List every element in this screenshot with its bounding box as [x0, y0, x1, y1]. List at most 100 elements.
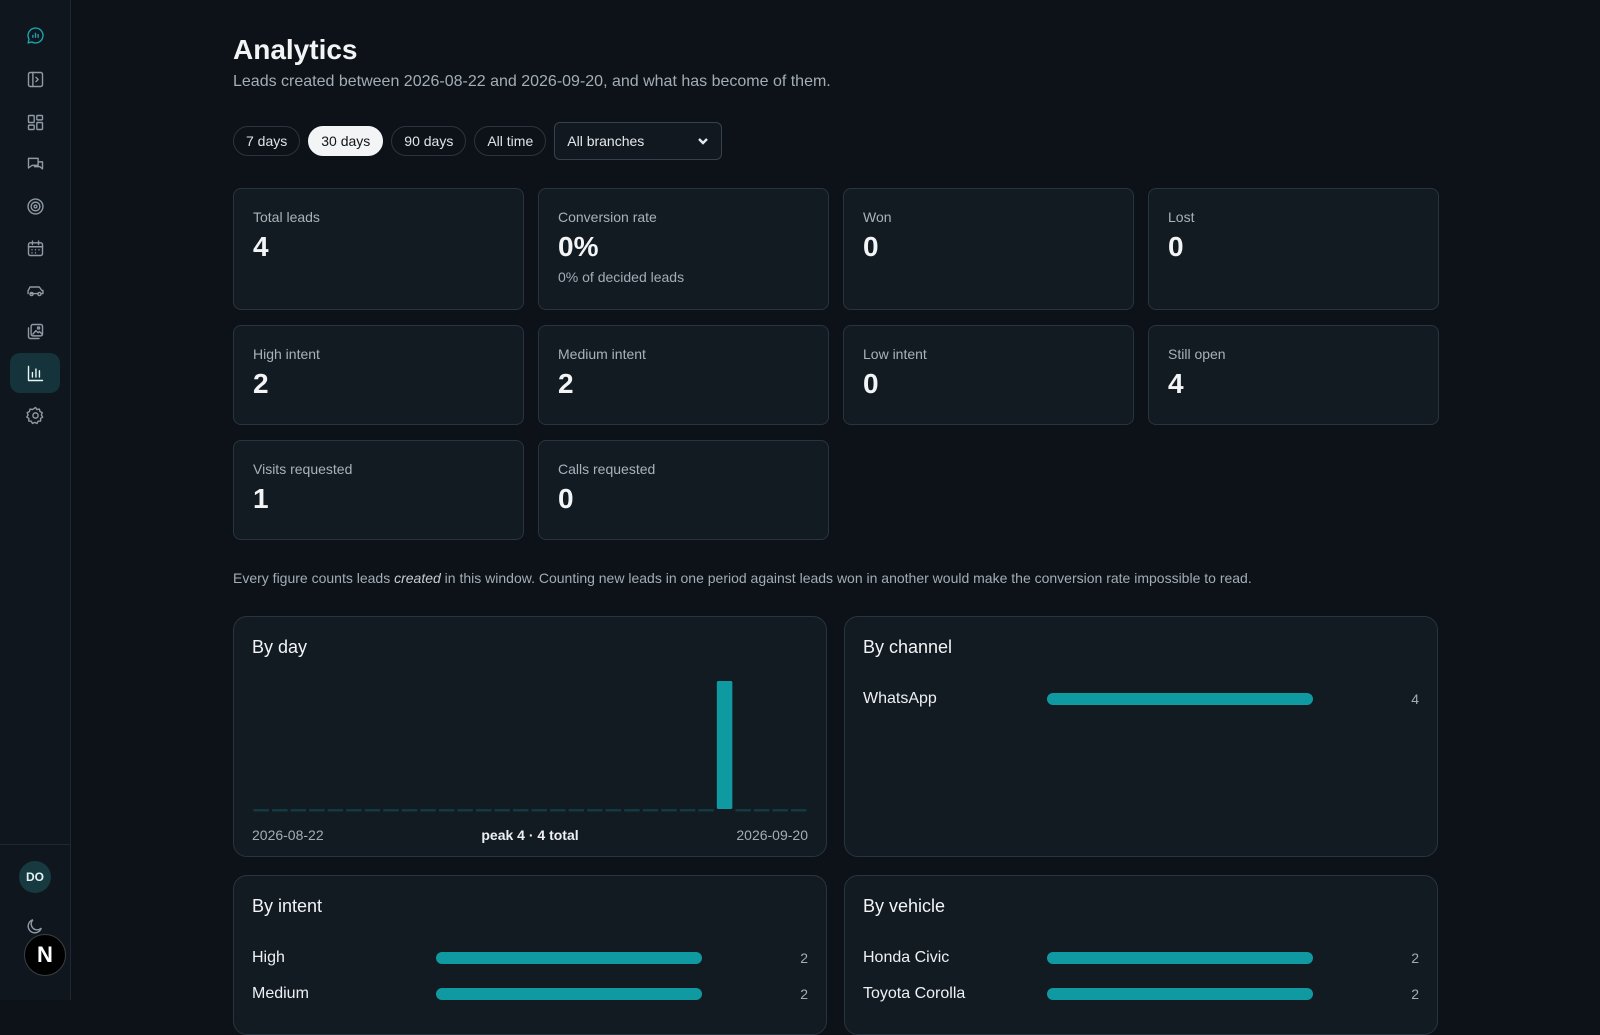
row-bar-fill — [1047, 952, 1313, 964]
day-bar-2026-09-19 — [772, 809, 788, 812]
stat-value: 2 — [558, 368, 574, 399]
stat-label: Calls requested — [558, 461, 656, 477]
stat-subtext: 0% of decided leads — [558, 269, 685, 285]
target-icon[interactable] — [10, 186, 60, 226]
by-day-chart — [252, 677, 808, 812]
stat-value: 1 — [253, 483, 269, 514]
stat-label: Conversion rate — [558, 209, 657, 225]
row-bar-track — [436, 952, 702, 964]
day-bar-2026-09-16 — [716, 681, 733, 809]
stat-label: High intent — [253, 346, 320, 362]
range-30-days-chip[interactable]: 30 days — [308, 126, 384, 156]
stat-card-still-open: Still open 4 — [1148, 325, 1439, 425]
stat-value: 0 — [863, 231, 879, 262]
dev-badge[interactable]: N — [24, 934, 66, 976]
row-bar-fill — [1047, 988, 1313, 1000]
stat-card-calls-requested: Calls requested 0 — [538, 440, 829, 540]
row-value: 2 — [800, 950, 808, 966]
day-bar-2026-08-29 — [383, 809, 399, 812]
row-label: Toyota Corolla — [863, 985, 966, 1002]
stat-card-conversion-rate: Conversion rate 0% 0% of decided leads — [538, 188, 829, 310]
day-bar-2026-08-26 — [327, 809, 344, 812]
row-bar-track — [1047, 988, 1313, 1000]
chat-bubble-chart-icon[interactable] — [10, 15, 60, 55]
by-channel-panel: By channel WhatsApp 4 — [844, 616, 1438, 857]
panel-toggle-icon[interactable] — [10, 59, 60, 99]
panel-title: By channel — [863, 637, 953, 657]
range-7-days-chip[interactable]: 7 days — [233, 126, 301, 156]
day-bar-2026-09-12 — [642, 809, 659, 812]
chart-summary: peak 4 · 4 total — [481, 827, 579, 843]
calendar-icon[interactable] — [10, 228, 60, 268]
page-subtitle: Leads created between 2026-08-22 and 202… — [233, 73, 831, 90]
bar-chart-icon[interactable] — [10, 353, 60, 393]
gear-icon[interactable] — [10, 395, 60, 435]
stat-value: 0 — [863, 368, 879, 399]
day-bar-2026-09-10 — [605, 809, 622, 812]
day-bar-2026-09-13 — [661, 809, 677, 812]
row-label: Honda Civic — [863, 949, 950, 966]
day-bar-2026-08-31 — [420, 809, 436, 812]
vehicle-row-honda-civic: Honda Civic 2 — [863, 946, 1419, 970]
note-emphasis: created — [394, 570, 441, 586]
day-bar-2026-09-07 — [550, 809, 566, 812]
day-bar-2026-08-22 — [253, 809, 270, 812]
channel-row-whatsapp: WhatsApp 4 — [863, 687, 1419, 711]
stat-card-visits-requested: Visits requested 1 — [233, 440, 524, 540]
moon-icon[interactable] — [22, 913, 48, 939]
intent-row-medium: Medium 2 — [252, 982, 808, 1006]
chart-end-date: 2026-09-20 — [736, 827, 808, 843]
by-day-panel: By day 2026-08-22 peak 4 · 4 total 2026-… — [233, 616, 827, 857]
day-bar-2026-08-30 — [401, 809, 418, 812]
images-icon[interactable] — [10, 311, 60, 351]
row-value: 2 — [1411, 950, 1419, 966]
conversations-icon[interactable] — [10, 144, 60, 184]
day-bar-2026-09-17 — [735, 809, 751, 812]
day-bar-2026-09-05 — [512, 809, 529, 812]
day-bar-2026-09-15 — [698, 809, 714, 812]
panel-title: By day — [252, 637, 308, 657]
range-90-days-chip[interactable]: 90 days — [391, 126, 467, 156]
day-bar-2026-09-02 — [457, 809, 473, 812]
stat-value: 0 — [558, 483, 574, 514]
row-bar-fill — [1047, 693, 1313, 705]
stat-value: 0 — [1168, 231, 1184, 262]
car-icon[interactable] — [10, 270, 60, 310]
row-bar-track — [1047, 693, 1313, 705]
branch-select[interactable]: All branches — [554, 122, 723, 160]
panel-title: By intent — [252, 896, 323, 916]
stat-card-won: Won 0 — [843, 188, 1134, 310]
day-bar-2026-09-01 — [438, 809, 455, 812]
note-text-after: in this window. Counting new leads in on… — [440, 570, 1252, 586]
chart-start-date: 2026-08-22 — [252, 827, 324, 843]
row-bar-track — [436, 988, 702, 1000]
day-bar-2026-09-14 — [679, 809, 696, 812]
stat-value: 4 — [1168, 368, 1184, 399]
page-title: Analytics — [233, 34, 358, 65]
row-bar-fill — [436, 988, 702, 1000]
by-day-chart-svg — [253, 681, 807, 812]
avatar[interactable]: DO — [19, 861, 51, 893]
day-bar-2026-09-20 — [790, 809, 807, 812]
stat-label: Low intent — [863, 346, 927, 362]
dashboard-grid-icon[interactable] — [10, 102, 60, 142]
day-bar-2026-08-28 — [364, 809, 381, 812]
day-bar-2026-08-27 — [346, 809, 362, 812]
stat-value: 4 — [253, 231, 269, 262]
stat-label: Medium intent — [558, 346, 646, 362]
range-all-time-chip[interactable]: All time — [474, 126, 547, 156]
day-bar-2026-09-03 — [475, 809, 492, 812]
row-bar-track — [1047, 952, 1313, 964]
note-text-before: Every figure counts leads — [233, 570, 395, 586]
stat-label: Lost — [1168, 209, 1195, 225]
by-intent-panel: By intent High 2 Medium 2 — [233, 875, 827, 1035]
panel-title: By vehicle — [863, 896, 946, 916]
row-value: 4 — [1411, 691, 1419, 707]
day-bar-2026-09-09 — [587, 809, 603, 812]
stat-value: 0% — [558, 231, 599, 262]
day-bar-2026-08-24 — [290, 809, 307, 812]
sidebar-divider — [0, 844, 70, 845]
vehicle-row-toyota-corolla: Toyota Corolla 2 — [863, 982, 1419, 1006]
sidebar: DO N — [0, 0, 71, 1000]
day-bar-2026-08-25 — [309, 809, 325, 812]
